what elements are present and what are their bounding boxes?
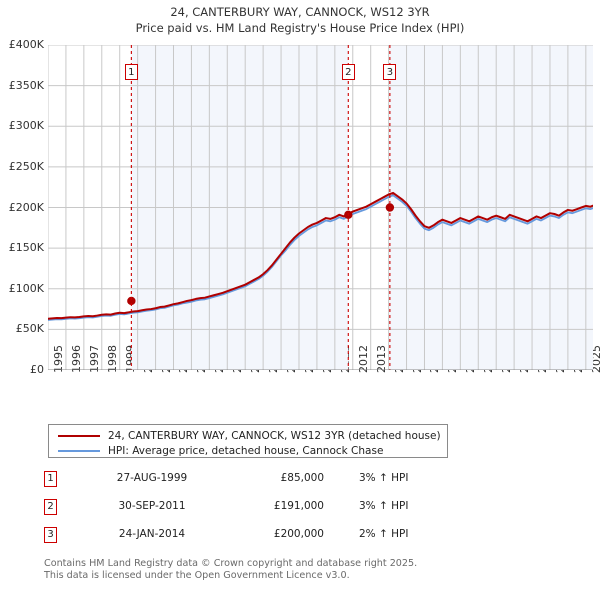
legend-item-property: 24, CANTERBURY WAY, CANNOCK, WS12 3YR (d… [49,429,447,443]
transaction-price-3: £200,000 [273,528,324,540]
y-tick-label: £50K [15,322,44,336]
page-title: 24, CANTERBURY WAY, CANNOCK, WS12 3YR [170,5,430,19]
table-row: 3 24-JAN-2014 £200,000 2% ↑ HPI [44,526,464,554]
price-hpi-line-chart [48,45,593,370]
series-line-1 [48,194,593,321]
table-row: 1 27-AUG-1999 £85,000 3% ↑ HPI [44,470,464,498]
y-tick-label: £300K [8,119,44,133]
series-line-0 [48,191,593,320]
marker-badge-1[interactable]: 1 [124,64,138,80]
y-tick-label: £400K [8,38,44,51]
transaction-dot-1 [127,296,136,306]
y-tick-label: £250K [8,159,44,173]
transaction-hpi-delta-3: 2% ↑ HPI [359,528,409,540]
legend-label-hpi: HPI: Average price, detached house, Cann… [108,445,384,457]
y-tick-label: £0 [30,363,44,376]
legend-swatch-property-icon [58,435,100,437]
transaction-badge-2: 2 [44,499,57,515]
transaction-date-1: 27-AUG-1999 [116,472,188,484]
transaction-date-2: 30-SEP-2011 [118,500,186,512]
transaction-date-3: 24-JAN-2014 [118,528,186,540]
legend-swatch-hpi-icon [58,450,100,452]
y-tick-label: £350K [8,78,44,92]
footer-copyright: Contains HM Land Registry data © Crown c… [44,558,418,569]
marker-badge-3[interactable]: 3 [383,64,397,80]
transaction-price-2: £191,000 [273,500,324,512]
footer: Contains HM Land Registry data © Crown c… [44,558,584,581]
y-tick-label: £200K [8,200,44,214]
footer-licence: This data is licensed under the Open Gov… [44,569,350,581]
transaction-hpi-delta-2: 3% ↑ HPI [359,500,409,512]
transactions-table: 1 27-AUG-1999 £85,000 3% ↑ HPI 2 30-SEP-… [44,470,464,554]
legend-item-hpi: HPI: Average price, detached house, Cann… [49,444,447,458]
plot-area [48,45,593,370]
table-row: 2 30-SEP-2011 £191,000 3% ↑ HPI [44,498,464,526]
title-block: 24, CANTERBURY WAY, CANNOCK, WS12 3YR Pr… [0,0,600,36]
legend-label-property: 24, CANTERBURY WAY, CANNOCK, WS12 3YR (d… [108,430,441,442]
chart-legend: 24, CANTERBURY WAY, CANNOCK, WS12 3YR (d… [48,424,448,458]
transaction-badge-1: 1 [44,471,57,487]
y-tick-label: £150K [8,241,44,255]
transaction-hpi-delta-1: 3% ↑ HPI [359,472,409,484]
y-tick-label: £100K [8,281,44,295]
transaction-price-1: £85,000 [280,472,324,484]
marker-badge-2[interactable]: 2 [341,64,355,80]
transaction-badge-3: 3 [44,527,57,543]
page-subtitle: Price paid vs. HM Land Registry's House … [135,21,465,35]
